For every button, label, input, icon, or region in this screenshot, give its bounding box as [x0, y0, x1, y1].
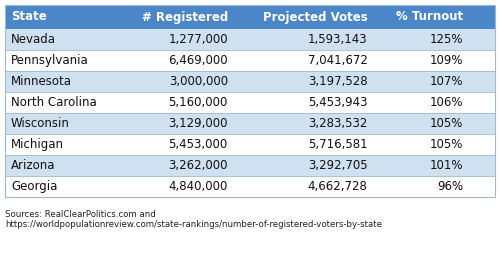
Text: Michigan: Michigan — [11, 138, 64, 151]
Text: 5,160,000: 5,160,000 — [168, 96, 228, 109]
Text: 3,197,528: 3,197,528 — [308, 75, 368, 88]
Text: 105%: 105% — [430, 138, 463, 151]
Text: 106%: 106% — [430, 96, 463, 109]
Text: Arizona: Arizona — [11, 159, 56, 172]
Text: 101%: 101% — [430, 159, 463, 172]
Bar — [5, 5, 495, 197]
Text: 109%: 109% — [430, 54, 463, 67]
Text: # Registered: # Registered — [142, 10, 228, 23]
Bar — [5, 50, 495, 71]
Text: 125%: 125% — [430, 33, 463, 46]
Text: Projected Votes: Projected Votes — [263, 10, 368, 23]
Text: Sources: RealClearPolitics.com and: Sources: RealClearPolitics.com and — [5, 210, 156, 219]
Text: Wisconsin: Wisconsin — [11, 117, 70, 130]
Text: 7,041,672: 7,041,672 — [308, 54, 368, 67]
Bar — [5, 71, 495, 92]
Text: 1,277,000: 1,277,000 — [168, 33, 228, 46]
Text: 6,469,000: 6,469,000 — [168, 54, 228, 67]
Text: 3,292,705: 3,292,705 — [308, 159, 368, 172]
Bar — [5, 92, 495, 113]
Text: 107%: 107% — [430, 75, 463, 88]
Text: 3,129,000: 3,129,000 — [168, 117, 228, 130]
Text: 3,283,532: 3,283,532 — [308, 117, 368, 130]
Bar — [5, 5, 495, 29]
Text: 1,593,143: 1,593,143 — [308, 33, 368, 46]
Text: Minnesota: Minnesota — [11, 75, 72, 88]
Text: Pennsylvania: Pennsylvania — [11, 54, 89, 67]
Bar — [5, 176, 495, 197]
Text: Nevada: Nevada — [11, 33, 56, 46]
Text: 5,453,943: 5,453,943 — [308, 96, 368, 109]
Text: 96%: 96% — [437, 180, 463, 193]
Text: Georgia: Georgia — [11, 180, 58, 193]
Text: 4,662,728: 4,662,728 — [308, 180, 368, 193]
Text: % Turnout: % Turnout — [396, 10, 463, 23]
Text: 5,716,581: 5,716,581 — [308, 138, 368, 151]
Bar — [5, 155, 495, 176]
Bar — [5, 134, 495, 155]
Text: 4,840,000: 4,840,000 — [168, 180, 228, 193]
Text: North Carolina: North Carolina — [11, 96, 97, 109]
Text: https://worldpopulationreview.com/state-rankings/number-of-registered-voters-by-: https://worldpopulationreview.com/state-… — [5, 220, 382, 229]
Text: 3,262,000: 3,262,000 — [168, 159, 228, 172]
Text: 105%: 105% — [430, 117, 463, 130]
Text: 5,453,000: 5,453,000 — [168, 138, 228, 151]
Bar — [5, 113, 495, 134]
Bar — [5, 29, 495, 50]
Text: 3,000,000: 3,000,000 — [168, 75, 228, 88]
Text: State: State — [11, 10, 47, 23]
